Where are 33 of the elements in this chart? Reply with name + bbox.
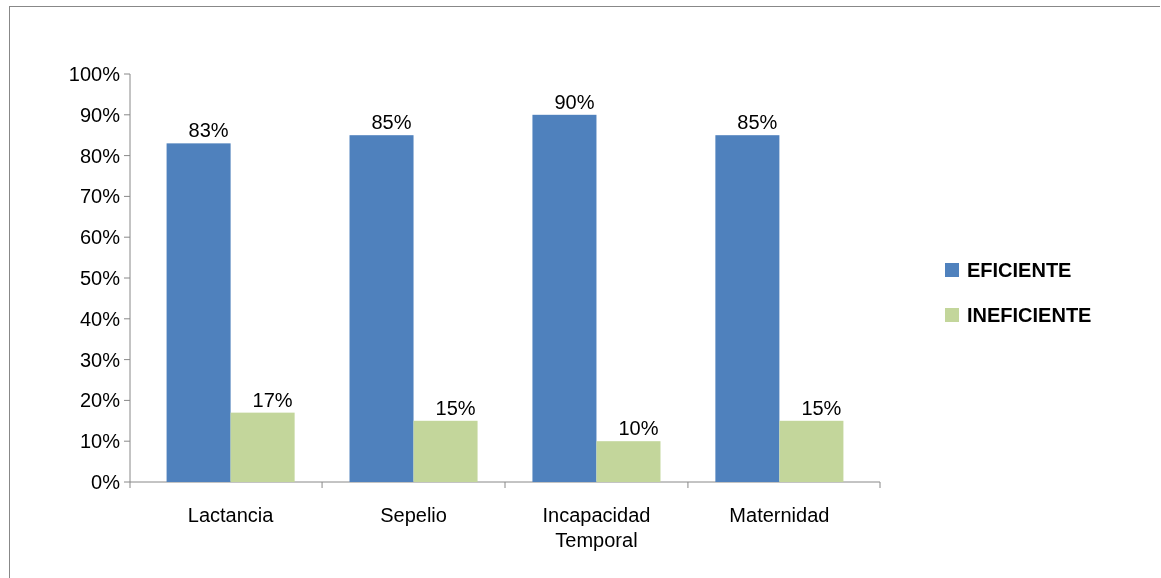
legend-label: EFICIENTE xyxy=(967,259,1072,281)
y-tick-label: 100% xyxy=(68,63,121,85)
y-tick-label: 90% xyxy=(79,103,121,126)
data-label: 17% xyxy=(252,388,293,411)
bar xyxy=(349,135,414,482)
bar xyxy=(166,143,231,482)
data-label: 83% xyxy=(188,119,229,142)
y-tick-label: 60% xyxy=(79,226,121,249)
bar xyxy=(413,420,478,482)
data-label: 10% xyxy=(618,417,659,440)
y-tick-label: 50% xyxy=(79,267,121,289)
y-tick-label: 70% xyxy=(79,185,121,208)
bar xyxy=(532,114,597,482)
bar xyxy=(230,412,295,482)
data-label: 15% xyxy=(801,396,842,419)
y-tick-label: 20% xyxy=(79,389,121,412)
legend-label: INEFICIENTE xyxy=(967,304,1092,326)
x-tick-label: Incapacidad Temporal xyxy=(542,504,651,551)
bar xyxy=(596,441,661,482)
y-tick-label: 80% xyxy=(79,144,121,167)
data-label: 15% xyxy=(435,396,476,419)
x-tick-label: Maternidad xyxy=(729,504,830,526)
y-tick-label: 0% xyxy=(91,471,121,493)
y-tick-label: 30% xyxy=(79,348,121,371)
bar xyxy=(715,135,780,482)
y-tick-label: 10% xyxy=(79,430,121,453)
x-tick-label: Sepelio xyxy=(380,504,447,526)
y-tick-label: 40% xyxy=(79,307,121,330)
data-label: 90% xyxy=(554,90,595,113)
data-label: 85% xyxy=(371,111,412,134)
x-tick-label: Lactancia xyxy=(187,504,275,526)
bar xyxy=(779,420,844,482)
data-label: 85% xyxy=(737,111,778,134)
